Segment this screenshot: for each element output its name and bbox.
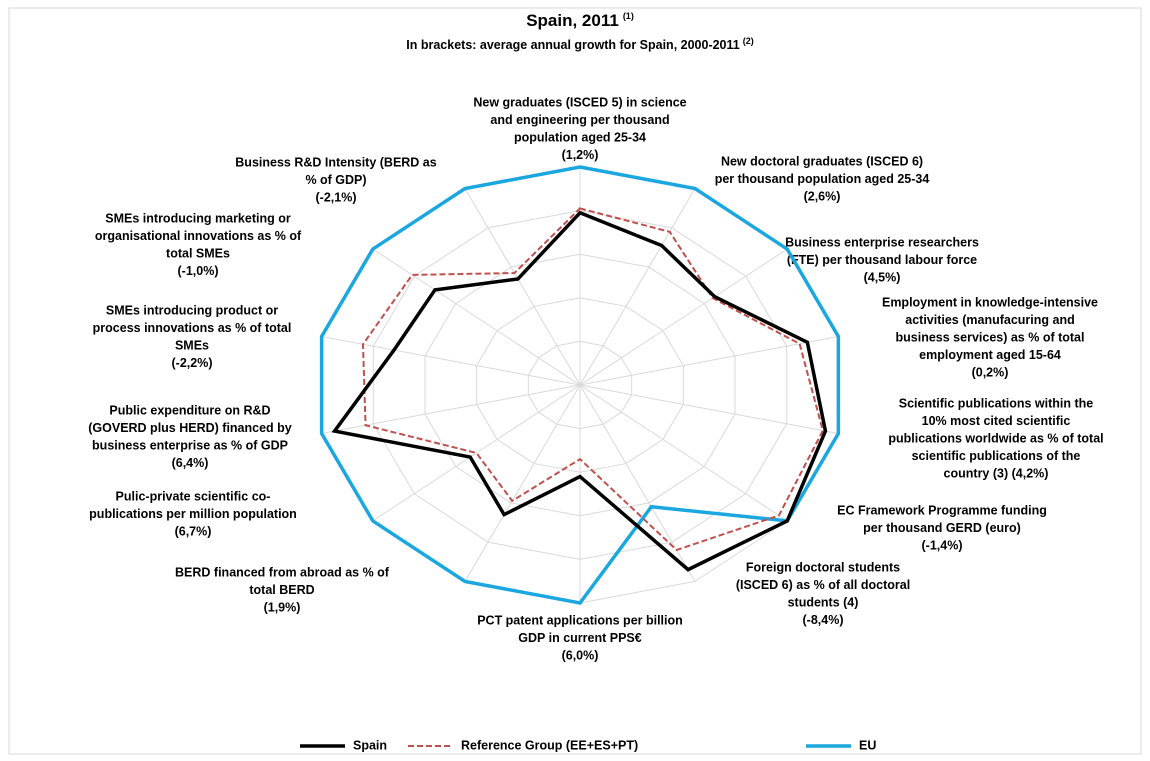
axis-label: process innovations as % of total [93, 321, 292, 335]
axis-label: population aged 25-34 [514, 130, 646, 144]
axis-label: (-1,4%) [922, 538, 963, 552]
axis-label: publications worldwide as % of total [888, 431, 1103, 445]
series-line [361, 207, 824, 552]
grid-spoke [321, 335, 581, 386]
axis-label: business services) as % of total [896, 330, 1085, 344]
axis-label: GDP in current PPS€ [518, 631, 641, 645]
axis-label: SMEs [175, 338, 209, 352]
axis-label: Public expenditure on R&D [109, 403, 270, 417]
axis-label: EC Framework Programme funding [837, 503, 1047, 517]
axis-label: (1,9%) [264, 600, 301, 614]
grid-spoke [579, 384, 696, 582]
grid-spoke [464, 384, 581, 582]
axis-label: New graduates (ISCED 5) in science [473, 95, 686, 109]
axis-label: (1,2%) [562, 148, 599, 162]
subtitle-text: In brackets: average annual growth for S… [406, 38, 740, 52]
axis-label: (-2,2%) [172, 356, 213, 370]
subtitle-note: (2) [743, 36, 754, 46]
legend-label: Reference Group (EE+ES+PT) [461, 738, 638, 752]
axis-label: country (3) (4,2%) [944, 467, 1049, 481]
axis-label: Foreign doctoral students [746, 560, 900, 574]
chart-border [8, 7, 1142, 755]
axis-label: New doctoral graduates (ISCED 6) [721, 154, 923, 168]
axis-label: publications per million population [89, 507, 297, 521]
grid-spoke [579, 384, 839, 435]
grid-spoke [372, 248, 581, 386]
grid-spoke [372, 384, 581, 522]
title-text: Spain, 2011 [526, 11, 619, 30]
axis-label: SMEs introducing product or [106, 303, 278, 317]
chart-subtitle: In brackets: average annual growth for S… [406, 36, 753, 52]
axis-label: total SMEs [166, 246, 230, 260]
axis-label: Business R&D Intensity (BERD as [235, 155, 436, 169]
grid-spoke [579, 248, 788, 386]
axis-label: SMEs introducing marketing or [105, 211, 291, 225]
axis-label: students (4) [788, 595, 859, 609]
axis-label: (6,7%) [175, 524, 212, 538]
axis-label: organisational innovations as % of [95, 229, 302, 243]
axis-label: PCT patent applications per billion [477, 613, 683, 627]
axis-label: scientific publications of the [912, 449, 1081, 463]
axis-label: (-8,4%) [803, 613, 844, 627]
axis-label: and engineering per thousand [490, 113, 669, 127]
legend-label: Spain [353, 738, 387, 752]
series-line [331, 210, 828, 572]
axis-label: Business enterprise researchers [785, 235, 979, 249]
grid-spoke [464, 188, 581, 386]
axis-label: BERD financed from abroad as % of [175, 565, 390, 579]
grid-spoke [579, 335, 839, 386]
axis-label: Scientific publications within the [899, 396, 1094, 410]
axis-label: per thousand population aged 25-34 [715, 172, 930, 186]
axis-label: per thousand GERD (euro) [863, 521, 1021, 535]
legend-label: EU [859, 738, 876, 752]
grid-spoke [579, 384, 788, 522]
axis-label: (4,5%) [864, 270, 901, 284]
axis-label: total BERD [249, 583, 314, 597]
axis-label: 10% most cited scientific [922, 414, 1071, 428]
axis-label: (2,6%) [804, 189, 841, 203]
axis-label: business enterprise as % of GDP [92, 438, 288, 452]
axis-label: (0,2%) [972, 366, 1009, 380]
axis-label: (GOVERD plus HERD) financed by [88, 421, 292, 435]
axis-label: Pulic-private scientific co- [116, 489, 271, 503]
axis-label: (-1,0%) [178, 264, 219, 278]
axis-label: employment aged 15-64 [919, 348, 1061, 362]
chart-title: Spain, 2011 (1) [526, 11, 634, 30]
series-line [319, 165, 841, 605]
axis-label: (6,0%) [562, 648, 599, 662]
grid-spoke [579, 188, 696, 386]
axis-label: Employment in knowledge-intensive [882, 295, 1098, 309]
axis-label: (6,4%) [172, 456, 209, 470]
title-note: (1) [623, 11, 634, 21]
axis-label: (FTE) per thousand labour force [787, 253, 977, 267]
axis-label: (-2,1%) [316, 190, 357, 204]
axis-label: % of GDP) [305, 173, 366, 187]
axis-label: (ISCED 6) as % of all doctoral [736, 578, 910, 592]
axis-label: activities (manufacuring and [905, 313, 1074, 327]
